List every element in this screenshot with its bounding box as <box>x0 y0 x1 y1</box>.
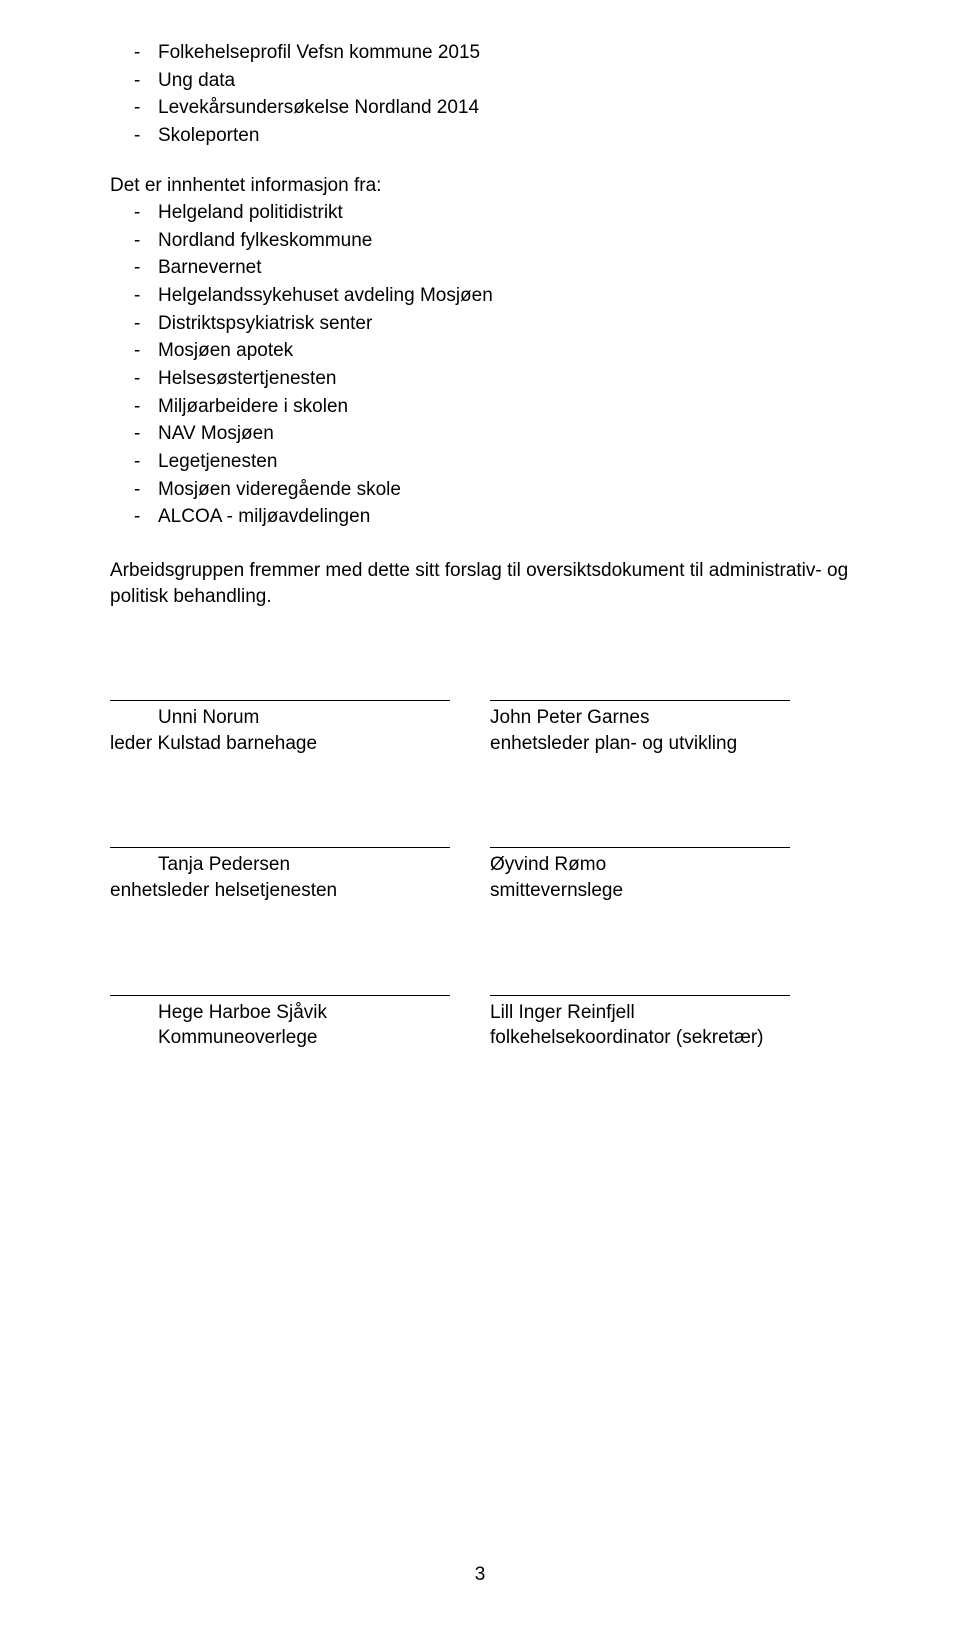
signatory-title: smittevernslege <box>490 878 850 904</box>
signatory-name: Tanja Pedersen <box>110 852 470 878</box>
list-item: NAV Mosjøen <box>110 421 850 447</box>
signature-block: Lill Inger Reinfjell folkehelsekoordinat… <box>480 994 850 1051</box>
signatory-title: enhetsleder plan- og utvikling <box>490 731 850 757</box>
list-item: Mosjøen apotek <box>110 338 850 364</box>
signature-line <box>490 994 790 996</box>
list-item: Helgelandssykehuset avdeling Mosjøen <box>110 283 850 309</box>
closing-paragraph: Arbeidsgruppen fremmer med dette sitt fo… <box>110 558 850 609</box>
signatory-title: leder Kulstad barnehage <box>110 731 470 757</box>
list-item-text: Helgelandssykehuset avdeling Mosjøen <box>158 285 493 306</box>
list-item-text: Skoleporten <box>158 125 259 146</box>
intro-text: Det er innhentet informasjon fra: <box>110 173 850 199</box>
list-item-text: Distriktspsykiatrisk senter <box>158 313 372 334</box>
signatures-section: Unni Norum leder Kulstad barnehage John … <box>110 699 850 1051</box>
list-item: Folkehelseprofil Vefsn kommune 2015 <box>110 40 850 66</box>
list-item-text: NAV Mosjøen <box>158 423 274 444</box>
signatory-name: Unni Norum <box>110 705 470 731</box>
list-item: Levekårsundersøkelse Nordland 2014 <box>110 95 850 121</box>
list-item: Barnevernet <box>110 255 850 281</box>
list-item: Legetjenesten <box>110 449 850 475</box>
signature-line <box>110 699 450 701</box>
list-item: Ung data <box>110 68 850 94</box>
list-item: Helgeland politidistrikt <box>110 200 850 226</box>
signature-block: Tanja Pedersen enhetsleder helsetjeneste… <box>110 846 480 903</box>
list-item-text: Folkehelseprofil Vefsn kommune 2015 <box>158 42 480 63</box>
signatory-name: Hege Harboe Sjåvik <box>110 1000 470 1026</box>
signatory-name: John Peter Garnes <box>490 705 850 731</box>
list-item-text: Mosjøen videregående skole <box>158 479 401 500</box>
list-item-text: Miljøarbeidere i skolen <box>158 396 348 417</box>
list-item-text: Helsesøstertjenesten <box>158 368 336 389</box>
list-item-text: Helgeland politidistrikt <box>158 202 343 223</box>
list-item: Nordland fylkeskommune <box>110 228 850 254</box>
signature-line <box>110 846 450 848</box>
signature-row: Unni Norum leder Kulstad barnehage John … <box>110 699 850 756</box>
source-list-2: Helgeland politidistrikt Nordland fylkes… <box>110 200 850 530</box>
signature-line <box>110 994 450 996</box>
signature-row: Tanja Pedersen enhetsleder helsetjeneste… <box>110 846 850 903</box>
signature-block: Øyvind Rømo smittevernslege <box>480 846 850 903</box>
list-item-text: Levekårsundersøkelse Nordland 2014 <box>158 97 479 118</box>
signature-block: Hege Harboe Sjåvik Kommuneoverlege <box>110 994 480 1051</box>
signatory-title: folkehelsekoordinator (sekretær) <box>490 1025 850 1051</box>
list-item: Helsesøstertjenesten <box>110 366 850 392</box>
list-item: Miljøarbeidere i skolen <box>110 394 850 420</box>
list-item: ALCOA - miljøavdelingen <box>110 504 850 530</box>
list-item-text: ALCOA - miljøavdelingen <box>158 506 370 527</box>
signatory-name: Lill Inger Reinfjell <box>490 1000 850 1026</box>
page-number: 3 <box>0 1562 960 1588</box>
signature-row: Hege Harboe Sjåvik Kommuneoverlege Lill … <box>110 994 850 1051</box>
list-item-text: Barnevernet <box>158 257 262 278</box>
document-page: Folkehelseprofil Vefsn kommune 2015 Ung … <box>0 0 960 1648</box>
signatory-name: Øyvind Rømo <box>490 852 850 878</box>
list-item: Skoleporten <box>110 123 850 149</box>
list-item-text: Nordland fylkeskommune <box>158 230 372 251</box>
signature-line <box>490 846 790 848</box>
signatory-title: enhetsleder helsetjenesten <box>110 878 470 904</box>
list-item: Distriktspsykiatrisk senter <box>110 311 850 337</box>
list-item: Mosjøen videregående skole <box>110 477 850 503</box>
list-item-text: Mosjøen apotek <box>158 340 293 361</box>
signature-line <box>490 699 790 701</box>
signatory-title: Kommuneoverlege <box>110 1025 470 1051</box>
list-item-text: Legetjenesten <box>158 451 277 472</box>
signature-block: John Peter Garnes enhetsleder plan- og u… <box>480 699 850 756</box>
list-item-text: Ung data <box>158 70 235 91</box>
signature-block: Unni Norum leder Kulstad barnehage <box>110 699 480 756</box>
source-list-1: Folkehelseprofil Vefsn kommune 2015 Ung … <box>110 40 850 149</box>
